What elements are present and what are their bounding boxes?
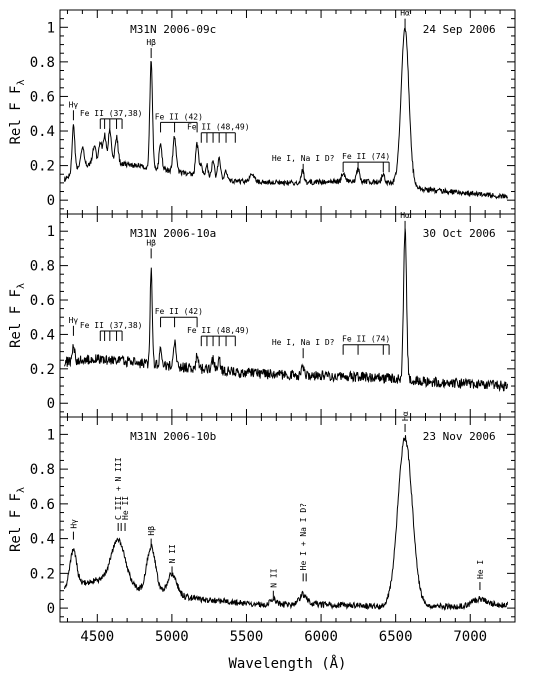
line-id-label: He I, Na I D? [272, 154, 335, 163]
line-id-label: Fe II (42) [155, 112, 203, 121]
line-id-label: Fe II (48,49) [187, 326, 250, 335]
y-tick-label: 0.4 [30, 532, 55, 548]
y-tick-label: 0 [47, 601, 55, 617]
y-tick-label: 0.6 [30, 293, 55, 309]
panel-object-name: M31N 2006-10a [130, 227, 216, 240]
line-id-label: Fe II (74) [342, 152, 390, 161]
y-tick-label: 1 [47, 427, 55, 443]
x-tick-label: 5500 [230, 629, 264, 645]
y-tick-label: 0.8 [30, 259, 55, 275]
x-tick-label: 6000 [304, 629, 338, 645]
y-tick-label: 0.2 [30, 159, 55, 175]
panel-frame [59, 213, 516, 418]
line-id-label: Hγ [69, 316, 79, 325]
line-id-label: Fe II (42) [155, 307, 203, 316]
x-tick-label: 5000 [155, 629, 189, 645]
y-tick-label: 0 [47, 193, 55, 209]
panel-date: 24 Sep 2006 [423, 23, 496, 36]
line-id-label: N II [168, 544, 177, 563]
line-id-label: He I [476, 560, 485, 579]
line-id-label: Fe II (74) [342, 335, 390, 344]
line-id-label: Fe II (37,38) [80, 321, 143, 330]
y-axis-label: Rel F Fλ [8, 283, 27, 348]
x-axis-label: Wavelength (Å) [228, 655, 346, 672]
x-tick-label: 6500 [379, 629, 413, 645]
line-id-label: Hβ [146, 38, 156, 47]
y-tick-label: 1 [47, 20, 55, 36]
line-id-label: He I + Na I D? [299, 503, 308, 571]
line-id-label: Fe II (37,38) [80, 109, 143, 118]
line-id-label: C III + N III [114, 457, 123, 520]
line-id-label: Hβ [147, 526, 156, 536]
panel-frame [59, 416, 516, 623]
line-id-label: Hα [400, 9, 410, 18]
spectrum-line [64, 435, 508, 612]
line-id-label: Hα [400, 211, 410, 220]
panel-date: 30 Oct 2006 [423, 227, 496, 240]
spectrum-line [64, 228, 508, 393]
line-id-label: Hα [401, 411, 410, 421]
line-id-label: N II [269, 568, 278, 587]
panel-object-name: M31N 2006-10b [130, 430, 216, 443]
y-tick-label: 0.6 [30, 497, 55, 513]
y-tick-label: 0.4 [30, 124, 55, 140]
spectrum-line [64, 27, 508, 200]
y-tick-label: 0 [47, 396, 55, 412]
y-tick-label: 1 [47, 224, 55, 240]
panel-date: 23 Nov 2006 [423, 430, 496, 443]
y-tick-label: 0.4 [30, 327, 55, 343]
line-id-label: He I, Na I D? [272, 338, 335, 347]
x-tick-label: 7000 [453, 629, 487, 645]
y-axis-label: Rel F Fλ [8, 79, 27, 144]
line-id-label: He II [121, 496, 130, 520]
line-id-label: Hγ [69, 100, 79, 109]
y-tick-label: 0.6 [30, 89, 55, 105]
y-tick-label: 0.2 [30, 566, 55, 582]
line-id-label: Fe II (48,49) [187, 123, 250, 132]
line-id-label: Hγ [69, 519, 78, 529]
y-tick-label: 0.8 [30, 55, 55, 71]
y-tick-label: 0.8 [30, 462, 55, 478]
y-tick-label: 0.2 [30, 362, 55, 378]
panel-object-name: M31N 2006-09c [130, 23, 216, 36]
x-tick-label: 4500 [80, 629, 114, 645]
line-id-label: Hβ [146, 238, 156, 247]
y-axis-label: Rel F Fλ [8, 487, 27, 552]
